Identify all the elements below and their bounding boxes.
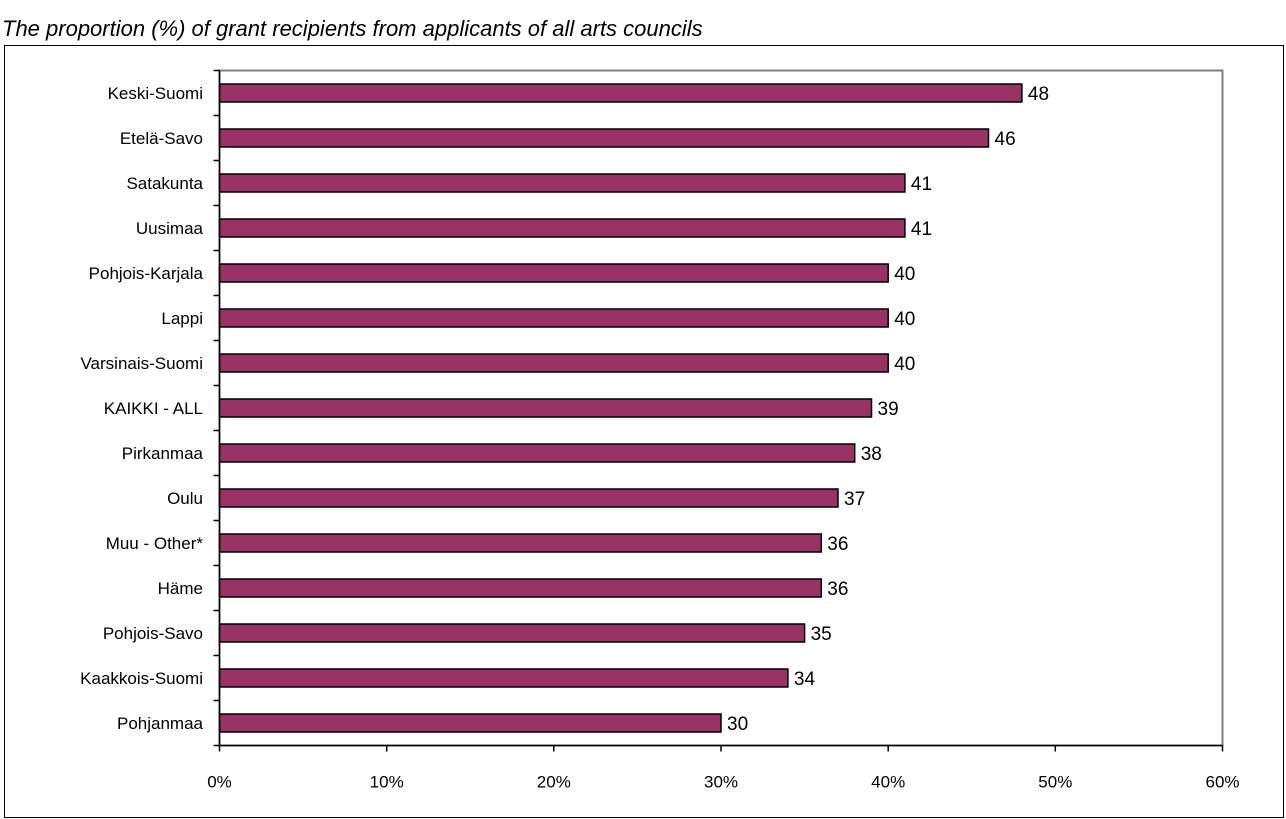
category-label: Pohjois-Karjala	[89, 264, 204, 283]
bar	[218, 173, 906, 193]
x-tick-label: 20%	[537, 773, 571, 792]
value-label: 48	[1028, 84, 1049, 105]
bar	[218, 218, 906, 238]
value-label: 35	[811, 624, 832, 645]
bar	[218, 443, 856, 463]
value-label: 36	[827, 579, 848, 600]
bar	[218, 83, 1023, 103]
value-label: 41	[911, 219, 932, 240]
category-label: Etelä-Savo	[120, 129, 203, 148]
bar	[218, 353, 889, 373]
category-label: Uusimaa	[136, 219, 204, 238]
bar	[218, 713, 722, 733]
bar	[218, 263, 889, 283]
category-label: Kaakkois-Suomi	[80, 669, 203, 688]
labels-group: Keski-Suomi 48 Etelä-Savo 46 Satakunta 41 Uusi…	[80, 84, 1239, 792]
bar	[218, 398, 873, 418]
x-tick-label: 30%	[704, 773, 738, 792]
category-label: Keski-Suomi	[108, 84, 203, 103]
value-label: 41	[911, 174, 932, 195]
category-label: KAIKKI - ALL	[104, 399, 203, 418]
bar	[218, 578, 823, 598]
bar	[218, 623, 806, 643]
value-label: 40	[894, 354, 915, 375]
value-label: 34	[794, 669, 816, 690]
category-label: Pohjois-Savo	[103, 624, 203, 643]
value-label: 39	[878, 399, 899, 420]
chart-outer-border	[4, 45, 1284, 818]
category-label: Lappi	[161, 309, 203, 328]
chart-subtitle: The proportion (%) of grant recipients f…	[2, 16, 703, 41]
category-label: Häme	[158, 579, 203, 598]
x-tick-label: 0%	[207, 773, 232, 792]
x-tick-label: 10%	[370, 773, 404, 792]
x-tick-label: 50%	[1038, 773, 1072, 792]
bar	[218, 128, 990, 148]
value-label: 37	[844, 489, 865, 510]
category-label: Oulu	[167, 489, 203, 508]
bars-group	[218, 83, 1023, 733]
category-label: Muu - Other*	[106, 534, 204, 553]
bar	[218, 668, 789, 688]
value-label: 40	[894, 264, 915, 285]
category-label: Varsinais-Suomi	[80, 354, 203, 373]
x-tick-label: 60%	[1205, 773, 1239, 792]
category-label: Satakunta	[126, 174, 203, 193]
bar	[218, 308, 889, 328]
category-label: Pirkanmaa	[122, 444, 204, 463]
bar	[218, 533, 823, 553]
value-label: 40	[894, 309, 915, 330]
value-label: 30	[727, 714, 748, 735]
value-label: 36	[827, 534, 848, 555]
axes-group	[213, 69, 1224, 752]
value-label: 38	[861, 444, 882, 465]
value-label: 46	[995, 129, 1016, 150]
x-tick-label: 40%	[871, 773, 905, 792]
category-label: Pohjanmaa	[117, 714, 204, 733]
bar	[218, 488, 839, 508]
